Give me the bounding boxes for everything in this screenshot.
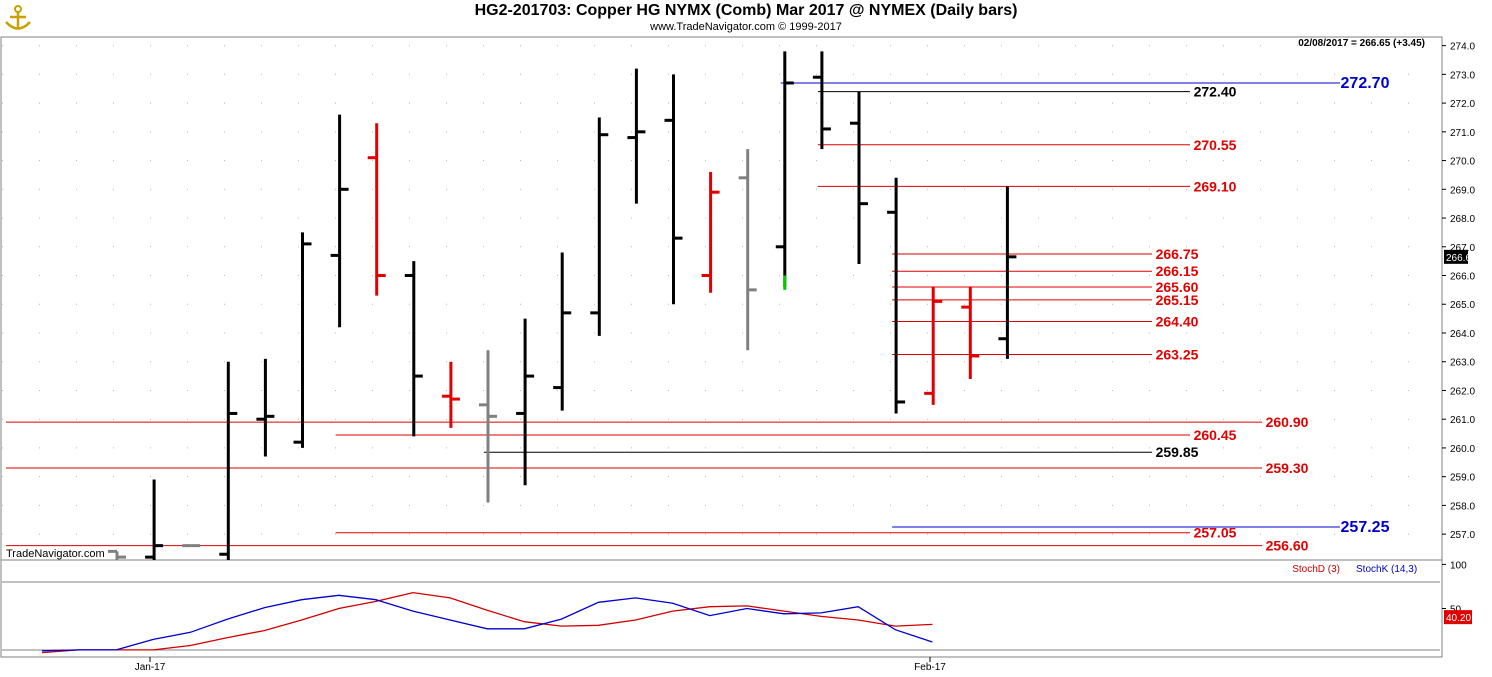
stoch-series-0 <box>41 591 933 654</box>
stoch-last-label: 40.20 <box>1446 613 1471 624</box>
level-label-2: 270.55 <box>1194 137 1237 153</box>
time-tick-label-0: Jan-17 <box>135 662 166 673</box>
level-label-4: 266.75 <box>1156 246 1199 262</box>
price-tick-label-2: 259.0 <box>1450 473 1475 484</box>
price-tick-label-17: 274.0 <box>1450 42 1475 53</box>
main-panel-frame <box>0 36 1443 561</box>
level-label-12: 259.85 <box>1156 444 1199 460</box>
price-levels: 272.70272.40270.55269.10266.75266.15265.… <box>6 75 1390 554</box>
price-tick-label-3: 260.0 <box>1450 444 1475 455</box>
stoch-tick-label-0: 100 <box>1450 560 1467 571</box>
level-label-3: 269.10 <box>1194 178 1237 194</box>
level-label-9: 263.25 <box>1156 347 1199 363</box>
trade-navigator-logo-icon <box>5 5 31 30</box>
stoch-series-1 <box>41 594 933 652</box>
grid-dots <box>2 45 1440 535</box>
price-tick-label-9: 266.0 <box>1450 272 1475 283</box>
last-price-label: 266.65 <box>1446 253 1477 264</box>
price-tick-label-11: 268.0 <box>1450 214 1475 225</box>
stoch-last-marker <box>1444 610 1472 625</box>
chart-title: HG2-201703: Copper HG NYMX (Comb) Mar 20… <box>474 2 1018 19</box>
stochastic-panel-frame <box>0 559 1443 658</box>
level-label-16: 256.60 <box>1266 538 1309 554</box>
price-tick-label-6: 263.0 <box>1450 358 1475 369</box>
level-label-7: 265.15 <box>1156 292 1199 308</box>
legend-stoch-d: StochD (3) <box>1292 564 1340 575</box>
time-axis: Jan-17 Feb-17 <box>135 657 946 673</box>
level-label-15: 257.05 <box>1194 525 1237 541</box>
watermark-text: TradeNavigator.com <box>6 548 105 560</box>
price-tick-label-0: 257.0 <box>1450 530 1475 541</box>
price-axis: 257.0 258.0 259.0 260.0 261.0 262.0 263.0 264.0… <box>1442 42 1477 541</box>
level-label-10: 260.90 <box>1266 414 1309 430</box>
level-label-5: 266.15 <box>1156 263 1199 279</box>
legend-stoch-k: StochK (14,3) <box>1356 564 1417 575</box>
time-tick-label-1: Feb-17 <box>914 662 946 673</box>
level-label-6: 265.60 <box>1156 279 1199 295</box>
stoch-tick-label-1: 50 <box>1450 605 1462 616</box>
price-tick-label-8: 265.0 <box>1450 300 1475 311</box>
level-label-13: 259.30 <box>1266 460 1309 476</box>
last-readout: 02/08/2017 = 266.65 (+3.45) <box>1298 38 1425 49</box>
level-label-14: 257.25 <box>1341 519 1390 536</box>
level-label-11: 260.45 <box>1194 427 1237 443</box>
stochastic-lines: 100 50 StochD (3) StochK (14,3) 40.20 <box>2 560 1472 654</box>
price-tick-label-13: 270.0 <box>1450 157 1475 168</box>
ohlc-bars <box>108 51 1017 560</box>
copyright-text: www.TradeNavigator.com © 1999-2017 <box>650 21 842 33</box>
level-label-1: 272.40 <box>1194 84 1237 100</box>
price-tick-label-10: 267.0 <box>1450 243 1475 254</box>
price-tick-label-16: 273.0 <box>1450 70 1475 81</box>
price-tick-label-4: 261.0 <box>1450 415 1475 426</box>
price-tick-label-12: 269.0 <box>1450 185 1475 196</box>
level-label-0: 272.70 <box>1341 75 1390 92</box>
price-tick-label-7: 264.0 <box>1450 329 1475 340</box>
price-tick-label-1: 258.0 <box>1450 501 1475 512</box>
last-price-marker <box>1444 249 1468 264</box>
price-tick-label-14: 271.0 <box>1450 128 1475 139</box>
level-label-8: 264.40 <box>1156 313 1199 329</box>
price-tick-label-5: 262.0 <box>1450 386 1475 397</box>
price-tick-label-15: 272.0 <box>1450 99 1475 110</box>
